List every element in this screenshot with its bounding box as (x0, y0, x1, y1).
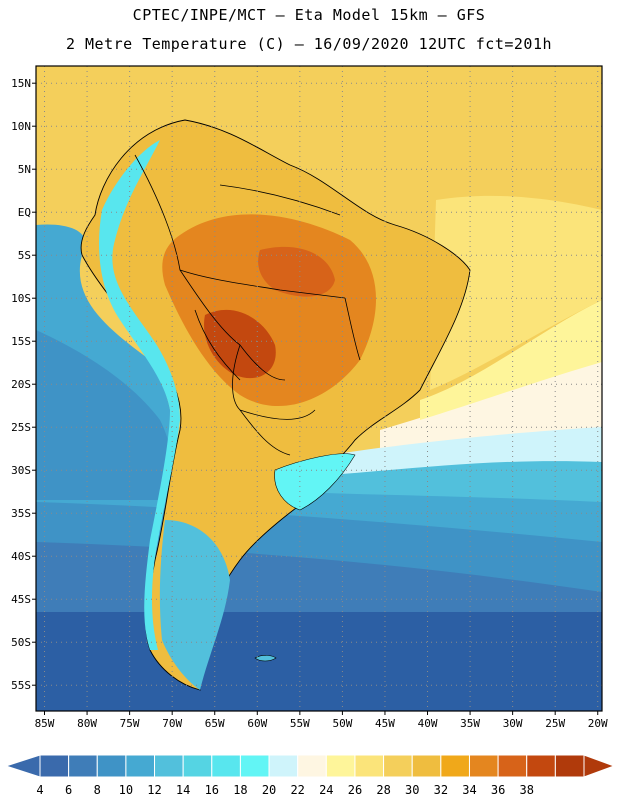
colorbar-label: 36 (491, 783, 505, 797)
lon-tick-label: 65W (205, 717, 225, 730)
colorbar-cell (125, 754, 156, 778)
lat-tick-label: 15S (11, 335, 31, 348)
colorbar-label: 38 (520, 783, 534, 797)
lat-tick-label: 10N (11, 120, 31, 133)
lat-tick-label: 20S (11, 378, 31, 391)
uruguay-region (274, 453, 356, 511)
lon-tick-label: 60W (247, 717, 267, 730)
lon-tick-label: 55W (290, 717, 310, 730)
colorbar-cell (354, 754, 385, 778)
colorbar-cell (468, 754, 499, 778)
colorbar-cell (154, 754, 184, 778)
colorbar-cell (39, 754, 70, 778)
colorbar-arrow-left (4, 754, 41, 778)
lon-tick-label: 35W (460, 717, 480, 730)
lon-tick-label: 50W (332, 717, 352, 730)
colorbar-label: 8 (94, 783, 101, 797)
colorbar-label: 12 (147, 783, 161, 797)
lon-tick-label: 85W (35, 717, 55, 730)
map-content (36, 66, 602, 711)
latitude-axis: 15N 10N 5N EQ 5S 10S 15S 20S 25S 30S 35S 40S 45S 50S 5… (11, 77, 36, 692)
lat-tick-label: 5N (18, 163, 31, 176)
colorbar-label: 6 (65, 783, 72, 797)
lon-tick-label: 70W (162, 717, 182, 730)
colorbar-label: 16 (205, 783, 219, 797)
colorbar-label: 30 (405, 783, 419, 797)
colorbar-arrow-right (583, 754, 616, 778)
heat-central (258, 246, 335, 297)
lat-tick-label: 35S (11, 507, 31, 520)
lat-tick-label: 50S (11, 636, 31, 649)
lon-tick-label: 75W (120, 717, 140, 730)
colorbar-cell (182, 754, 213, 778)
band-26 (430, 195, 602, 390)
lat-tick-label: 15N (11, 77, 31, 90)
colorbar-cell (440, 754, 470, 778)
colorbar-label: 14 (176, 783, 190, 797)
lat-tick-label: 40S (11, 550, 31, 563)
colorbar-label: 18 (233, 783, 247, 797)
lat-tick-label: 25S (11, 421, 31, 434)
colorbar-cell (497, 754, 528, 778)
lat-tick-label: 45S (11, 593, 31, 606)
andes-cold (99, 140, 180, 650)
chart-title-line-1: CPTEC/INPE/MCT – Eta Model 15km – GFS (132, 6, 486, 24)
colorbar-cell (383, 754, 413, 778)
colorbar-cell (211, 754, 241, 778)
patagonia (159, 520, 230, 690)
colorbar-cell (268, 754, 299, 778)
lat-tick-label: 5S (18, 249, 31, 262)
lon-tick-label: 20W (588, 717, 608, 730)
chart-title-line-2: 2 Metre Temperature (C) – 16/09/2020 12U… (65, 35, 553, 53)
lon-tick-label: 45W (375, 717, 395, 730)
colorbar-label: 32 (434, 783, 448, 797)
band-22 (380, 360, 602, 448)
band-20 (330, 425, 602, 475)
lat-tick-label: 10S (11, 292, 31, 305)
colorbar-cell (96, 754, 127, 778)
lon-tick-label: 25W (545, 717, 565, 730)
colorbar-cell (325, 754, 356, 778)
colorbar-label: 24 (319, 783, 333, 797)
band-24 (420, 300, 602, 420)
band-cold (36, 600, 602, 711)
falklands (254, 655, 277, 662)
colorbar-label: 22 (290, 783, 304, 797)
colorbar-cell (239, 754, 270, 778)
colorbar-cell (554, 754, 585, 778)
pacific-mid (36, 330, 173, 500)
colorbar-cell (297, 754, 327, 778)
lat-tick-label: EQ (18, 206, 31, 219)
lon-tick-label: 80W (77, 717, 97, 730)
lat-tick-label: 55S (11, 679, 31, 692)
colorbar-label: 28 (376, 783, 390, 797)
colorbar-label: 20 (262, 783, 276, 797)
colorbar-label: 34 (462, 783, 476, 797)
heat-max (204, 309, 276, 379)
country-borders (134, 154, 361, 456)
map-frame (35, 65, 603, 712)
lat-tick-label: 30S (11, 464, 31, 477)
colorbar-cell (68, 754, 98, 778)
colorbar-cell (526, 754, 556, 778)
longitude-axis: 85W 80W 75W 70W 65W 60W 55W 50W 45W 40W 35W 30W 25W 2… (35, 711, 608, 730)
lon-tick-label: 30W (503, 717, 523, 730)
colorbar-label: 4 (36, 783, 43, 797)
colorbar-cell (411, 754, 442, 778)
lon-tick-label: 40W (418, 717, 438, 730)
colorbar-label: 26 (348, 783, 362, 797)
colorbar-label: 10 (119, 783, 133, 797)
